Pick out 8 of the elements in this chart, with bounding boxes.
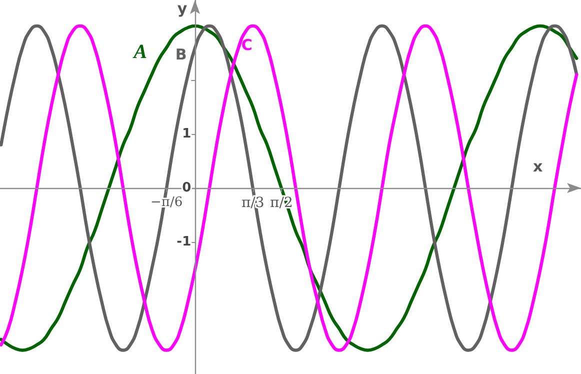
- y-axis-title: y: [177, 0, 188, 18]
- series-label: C: [241, 36, 252, 54]
- x-axis-title: x: [533, 158, 543, 176]
- series-label: B: [175, 46, 187, 64]
- series-label: A: [132, 41, 148, 64]
- y-tick-label: 1: [182, 126, 192, 142]
- line-series: [0, 24, 578, 352]
- y-tick-label: -1: [176, 234, 192, 250]
